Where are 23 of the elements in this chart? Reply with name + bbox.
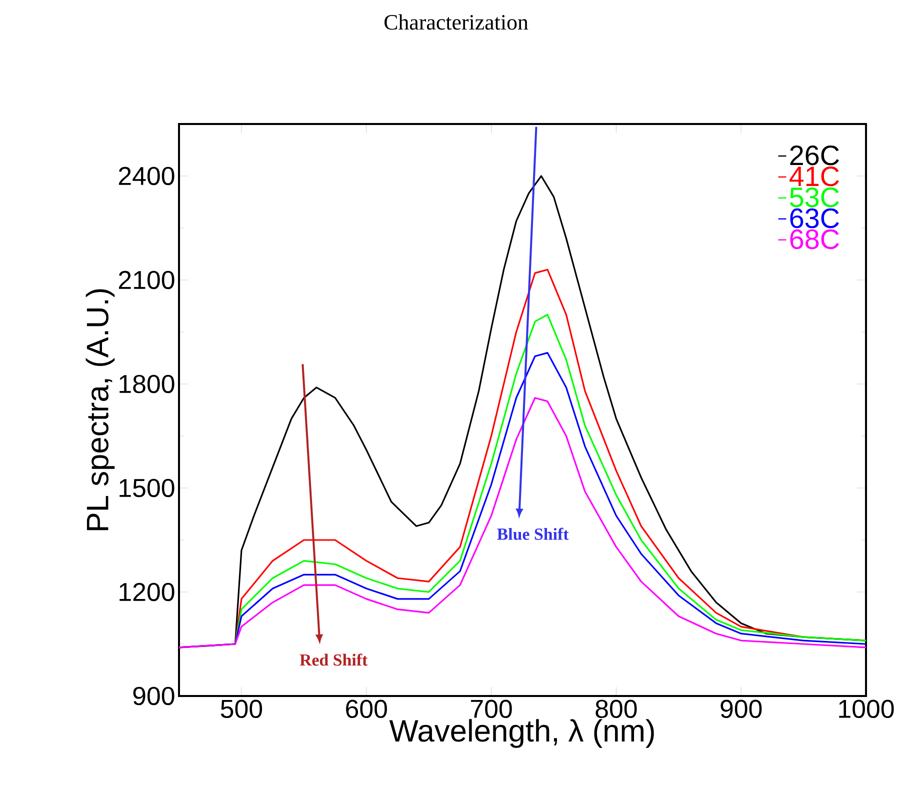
- y-tick-label: 900: [133, 686, 174, 706]
- y-tick-label: 2100: [118, 270, 174, 290]
- y-tick-label: 1800: [120, 374, 174, 394]
- x-tick-label: 500: [220, 700, 262, 718]
- x-tick-label: 800: [596, 700, 637, 718]
- x-axis-title: Wavelength, λ (nm): [389, 719, 654, 748]
- x-tick-label: 600: [346, 700, 387, 718]
- line-series: [179, 397, 866, 648]
- x-tick-label: 900: [720, 700, 762, 718]
- y-tick-label: 1500: [120, 478, 174, 498]
- legend-label: 53C: [790, 187, 839, 208]
- x-tick-label: 700: [470, 700, 512, 718]
- legend-label: 68C: [790, 229, 839, 250]
- legend-label: 41C: [789, 166, 839, 186]
- annotation: Blue Shift: [497, 528, 569, 540]
- legend-label: 26C: [790, 146, 839, 166]
- legend-label: 63C: [790, 208, 839, 228]
- chart-title: Characterization: [384, 14, 528, 30]
- y-axis-title: PL spectra, (A.U.): [86, 289, 115, 530]
- annotation: Red Shift: [300, 654, 368, 666]
- y-tick-label: 1200: [120, 582, 174, 602]
- x-tick-label: 1000: [839, 700, 894, 718]
- y-tick-label: 2400: [118, 166, 174, 186]
